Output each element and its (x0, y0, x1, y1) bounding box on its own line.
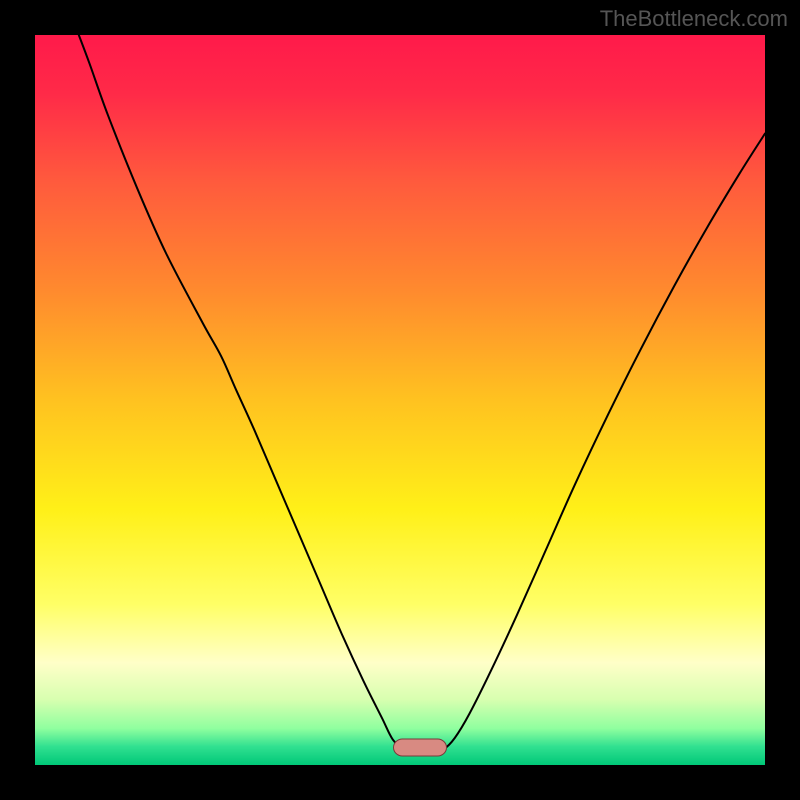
chart-background-gradient (35, 35, 765, 765)
chart-plot-area (35, 35, 765, 765)
watermark-text: TheBottleneck.com (600, 6, 788, 32)
marker-icon (393, 739, 447, 757)
chart-minimum-marker (393, 739, 447, 762)
